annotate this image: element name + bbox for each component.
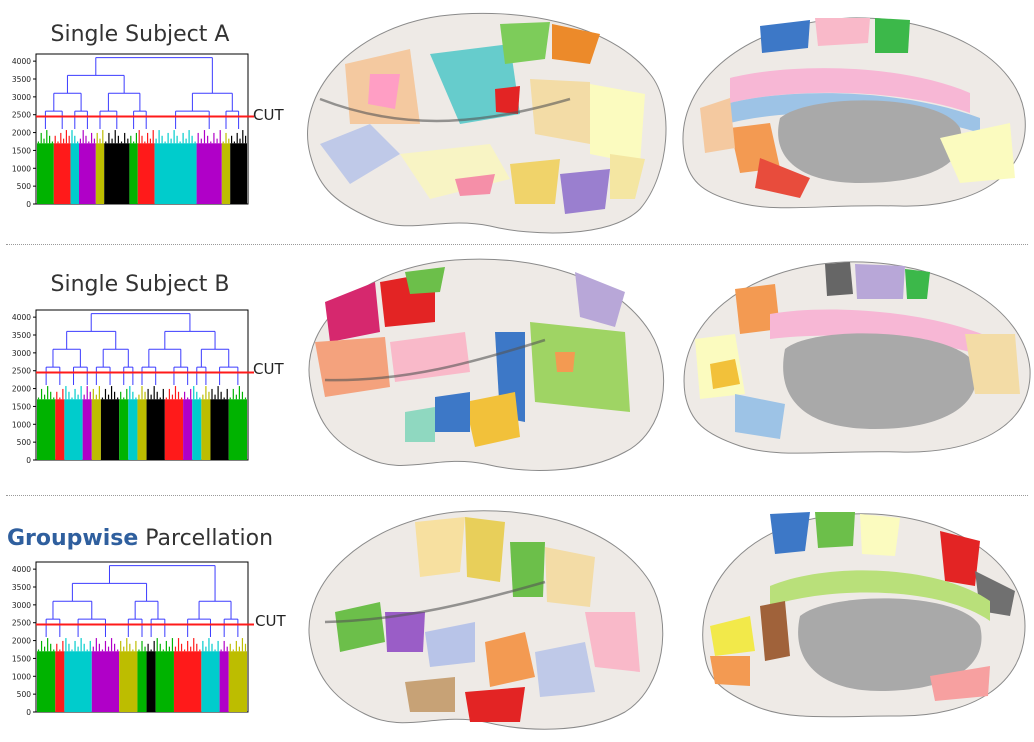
y-tick-label: 4000 xyxy=(12,57,31,66)
brain-medial-b xyxy=(683,261,1031,454)
brain-lateral-b xyxy=(308,258,665,471)
brain-lateral-groupwise xyxy=(308,510,664,730)
cluster-bar xyxy=(137,399,147,460)
y-tick-label: 3000 xyxy=(12,93,31,102)
cluster-bar xyxy=(201,651,220,712)
cluster-bar xyxy=(155,651,174,712)
y-tick-label: 2500 xyxy=(12,111,31,120)
cluster-bar xyxy=(104,143,130,204)
y-tick-label: 1000 xyxy=(12,164,31,173)
cluster-bar xyxy=(128,399,138,460)
y-tick-label: 500 xyxy=(17,438,32,447)
cluster-bar xyxy=(183,399,193,460)
cluster-bar xyxy=(173,651,202,712)
y-tick-label: 4000 xyxy=(12,565,31,574)
y-tick-label: 2500 xyxy=(12,367,31,376)
cluster-bar xyxy=(228,399,247,460)
cluster-bar xyxy=(230,143,247,204)
title-text: Parcellation xyxy=(145,526,274,551)
y-tick-label: 2000 xyxy=(12,637,31,646)
y-tick-label: 3500 xyxy=(12,331,31,340)
y-tick-label: 1500 xyxy=(12,402,31,411)
y-tick-label: 3000 xyxy=(12,349,31,358)
cluster-bar xyxy=(91,399,101,460)
cluster-bar xyxy=(55,651,65,712)
cluster-bar xyxy=(119,651,138,712)
brain-medial-a xyxy=(682,17,1026,209)
cut-label: CUT xyxy=(253,106,284,124)
y-tick-label: 1000 xyxy=(12,672,31,681)
cluster-bar xyxy=(219,651,229,712)
title-text: Single Subject B xyxy=(50,272,230,297)
cluster-bar xyxy=(100,399,120,460)
cluster-bar xyxy=(196,143,222,204)
panel-title: Single Subject A xyxy=(0,22,280,47)
dendrogram-b: 4000 3500 3000 2500 2000 1500 1000 500 0 xyxy=(12,309,254,465)
panel-groupwise: Groupwise Parcellation 4000 3500 3000 2500 2… xyxy=(0,502,1034,742)
title-highlight: Groupwise xyxy=(6,526,139,551)
cluster-bar xyxy=(164,399,184,460)
y-tick-label: 3500 xyxy=(12,75,31,84)
y-tick-label: 2500 xyxy=(12,619,31,628)
y-tick-label: 500 xyxy=(17,690,32,699)
panel-title: Single Subject B xyxy=(0,272,280,297)
panel-subject-a: Single Subject A 4000 3500 3000 2500 2000 150… xyxy=(0,0,1034,240)
cluster-bar xyxy=(137,651,147,712)
cluster-bar xyxy=(201,399,211,460)
cluster-bar xyxy=(64,651,92,712)
panel-subject-b: Single Subject B 4000 3500 3000 2500 2000 150… xyxy=(0,250,1034,490)
cluster-bar xyxy=(37,399,56,460)
cluster-bar xyxy=(210,399,229,460)
dendrogram-groupwise: 4000 3500 3000 2500 2000 1500 1000 500 0 xyxy=(12,561,254,717)
dendrogram-a: 4000 3500 3000 2500 2000 1500 1000 500 0 xyxy=(12,53,254,209)
cut-label: CUT xyxy=(253,360,284,378)
y-tick-label: 0 xyxy=(26,708,31,717)
cluster-bar xyxy=(146,651,156,712)
y-tick-label: 0 xyxy=(26,456,31,465)
cluster-bar xyxy=(137,143,155,204)
cluster-bar xyxy=(64,399,83,460)
separator xyxy=(6,495,1028,496)
y-tick-label: 1500 xyxy=(12,654,31,663)
cluster-bar xyxy=(129,143,138,204)
separator xyxy=(6,244,1028,245)
cluster-bar xyxy=(55,399,65,460)
cluster-bar xyxy=(79,143,96,204)
cluster-bar xyxy=(95,143,105,204)
y-tick-label: 2000 xyxy=(12,385,31,394)
y-tick-label: 3500 xyxy=(12,583,31,592)
cluster-bar xyxy=(37,651,56,712)
cluster-bar xyxy=(82,399,92,460)
cluster-bar xyxy=(53,143,71,204)
y-tick-label: 500 xyxy=(17,182,32,191)
y-tick-label: 1000 xyxy=(12,420,31,429)
cluster-bar xyxy=(70,143,79,204)
y-tick-label: 3000 xyxy=(12,601,31,610)
cluster-bar xyxy=(119,399,129,460)
title-text: Single Subject A xyxy=(50,22,230,47)
cluster-bar xyxy=(37,143,54,204)
y-tick-label: 2000 xyxy=(12,129,31,138)
y-tick-label: 4000 xyxy=(12,313,31,322)
y-tick-label: 1500 xyxy=(12,146,31,155)
brain-lateral-a xyxy=(307,12,667,234)
cluster-bar xyxy=(91,651,120,712)
cluster-bar xyxy=(146,399,165,460)
brain-medial-groupwise xyxy=(702,512,1026,718)
cluster-bar xyxy=(154,143,197,204)
cluster-bar xyxy=(228,651,247,712)
cut-label: CUT xyxy=(255,612,286,630)
cluster-bar xyxy=(221,143,231,204)
panel-title: Groupwise Parcellation xyxy=(0,526,280,551)
cluster-bar xyxy=(192,399,202,460)
y-tick-label: 0 xyxy=(26,200,31,209)
